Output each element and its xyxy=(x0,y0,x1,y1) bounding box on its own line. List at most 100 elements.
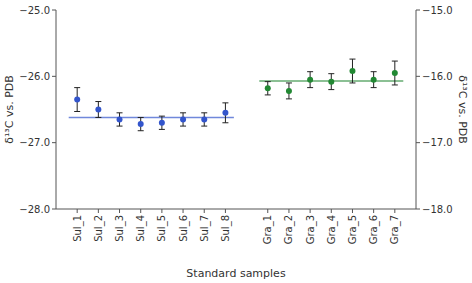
y2-tick-label: −18.0 xyxy=(422,204,453,215)
error-bar-cap xyxy=(201,112,207,113)
point xyxy=(222,110,228,116)
error-bar-cap xyxy=(117,126,123,127)
x-tick xyxy=(225,209,226,213)
error-bar xyxy=(95,102,101,118)
point xyxy=(180,116,186,122)
x-tick-label: Sul_1 xyxy=(72,215,84,242)
error-bar-cap xyxy=(201,126,207,127)
x-tick xyxy=(288,209,289,213)
error-bar-cap xyxy=(95,117,101,118)
x-tick-label: Sul_5 xyxy=(156,215,168,242)
point xyxy=(138,121,144,127)
y-tick-label: −26.0 xyxy=(19,71,50,82)
x-tick-label: Sul_4 xyxy=(135,215,147,242)
point xyxy=(307,77,313,83)
error-bar-cap xyxy=(159,116,165,117)
error-bar-cap xyxy=(307,71,313,72)
error-bar xyxy=(371,72,377,88)
error-bar-cap xyxy=(222,102,228,103)
error-bar-cap xyxy=(392,84,398,85)
error-bar xyxy=(328,74,334,90)
x-tick xyxy=(119,209,120,213)
error-bar-cap xyxy=(74,87,80,88)
point xyxy=(159,120,165,126)
point xyxy=(95,107,101,113)
error-bar-cap xyxy=(180,126,186,127)
x-tick-label: Gra_4 xyxy=(326,215,338,244)
y-tick-label: −25.0 xyxy=(19,5,50,16)
y-tick-label: −27.0 xyxy=(19,137,50,148)
x-tick-label: Gra_5 xyxy=(347,215,359,244)
x-tick xyxy=(98,209,99,213)
point xyxy=(286,88,292,94)
error-bar-cap xyxy=(349,82,355,83)
error-bar-cap xyxy=(286,98,292,99)
x-tick xyxy=(310,209,311,213)
error-bar-cap xyxy=(286,82,292,83)
x-tick xyxy=(77,209,78,213)
error-bar-cap xyxy=(392,61,398,62)
error-bar-cap xyxy=(307,87,313,88)
point xyxy=(74,97,80,103)
error-bar-cap xyxy=(222,122,228,123)
x-axis-line xyxy=(56,209,416,210)
x-tick-label: Gra_3 xyxy=(305,215,317,244)
x-tick xyxy=(394,209,395,213)
x-axis-title: Standard samples xyxy=(186,267,286,280)
y-tick-label: −28.0 xyxy=(19,204,50,215)
error-bar xyxy=(180,113,186,126)
plot-area xyxy=(69,59,404,131)
mean-line xyxy=(69,117,234,119)
y-axis-line xyxy=(56,10,57,209)
x-tick-label: Gra_1 xyxy=(262,215,274,244)
y-tick xyxy=(52,10,56,11)
y2-tick xyxy=(416,10,420,11)
error-bar-cap xyxy=(328,89,334,90)
error-bar xyxy=(307,72,313,88)
error-bar-cap xyxy=(95,101,101,102)
error-bar-cap xyxy=(138,130,144,131)
error-bar-cap xyxy=(328,73,334,74)
x-tick-label: Sul_8 xyxy=(220,215,232,242)
x-tick-label: Sul_6 xyxy=(178,215,190,242)
x-tick xyxy=(161,209,162,213)
y2-tick-label: −15.0 xyxy=(422,5,453,16)
error-bar xyxy=(286,83,292,99)
x-tick xyxy=(267,209,268,213)
point xyxy=(265,85,271,91)
point xyxy=(201,116,207,122)
y2-tick xyxy=(416,76,420,77)
error-bar-cap xyxy=(117,112,123,113)
point xyxy=(349,68,355,74)
x-tick-label: Gra_6 xyxy=(368,215,380,244)
y2-tick xyxy=(416,209,420,210)
point xyxy=(371,77,377,83)
point xyxy=(392,70,398,76)
error-bar xyxy=(265,82,271,95)
point xyxy=(117,116,123,122)
error-bar-cap xyxy=(371,71,377,72)
error-bar-cap xyxy=(138,117,144,118)
y-tick xyxy=(52,209,56,210)
x-tick-label: Gra_2 xyxy=(283,215,295,244)
error-bar-cap xyxy=(349,59,355,60)
error-bar-cap xyxy=(159,129,165,130)
y-tick xyxy=(52,142,56,143)
x-tick xyxy=(331,209,332,213)
y-tick xyxy=(52,76,56,77)
x-tick-label: Sul_7 xyxy=(199,215,211,242)
error-bar xyxy=(159,116,165,129)
x-tick-label: Sul_2 xyxy=(93,215,105,242)
y2-axis-title: δ¹³C vs. PDB xyxy=(456,75,469,144)
x-tick xyxy=(140,209,141,213)
y2-tick-label: −17.0 xyxy=(422,137,453,148)
error-bar xyxy=(138,117,144,130)
error-bar-cap xyxy=(265,81,271,82)
error-bar-cap xyxy=(265,94,271,95)
error-bar xyxy=(392,61,398,85)
error-bar xyxy=(117,113,123,126)
point xyxy=(328,79,334,85)
x-tick-label: Sul_3 xyxy=(114,215,126,242)
error-bar xyxy=(201,113,207,126)
x-tick xyxy=(373,209,374,213)
